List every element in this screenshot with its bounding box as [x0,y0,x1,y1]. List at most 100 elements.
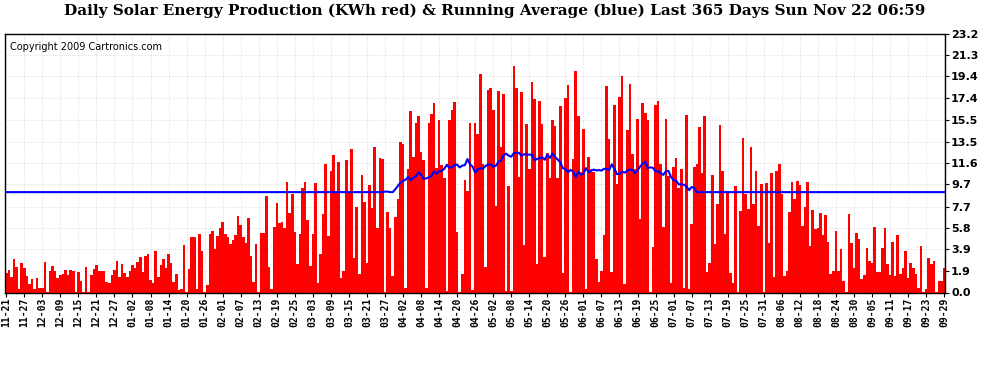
Bar [355,207,358,292]
Bar [41,288,44,292]
Bar [484,267,487,292]
Bar [232,240,235,292]
Bar [430,114,433,292]
Bar [616,184,618,292]
Bar [267,267,270,292]
Bar [13,259,15,292]
Bar [659,164,662,292]
Bar [709,263,711,292]
Bar [656,100,659,292]
Bar [698,127,701,292]
Bar [587,157,590,292]
Bar [49,271,51,292]
Bar [729,273,732,292]
Bar [119,277,121,292]
Bar [886,264,889,292]
Bar [66,276,69,292]
Bar [548,178,551,292]
Bar [98,271,100,292]
Bar [365,263,368,292]
Bar [765,183,767,292]
Bar [928,258,930,292]
Bar [714,244,716,292]
Bar [170,263,172,292]
Bar [175,274,177,292]
Bar [701,174,703,292]
Bar [299,234,301,292]
Bar [249,256,252,292]
Bar [368,185,371,292]
Bar [855,233,858,292]
Bar [760,184,762,292]
Bar [343,271,346,292]
Bar [44,262,47,292]
Bar [254,244,257,292]
Bar [577,116,579,292]
Bar [338,162,340,292]
Bar [420,152,423,292]
Bar [5,273,8,292]
Bar [696,164,698,292]
Bar [523,245,526,292]
Bar [534,99,536,292]
Bar [180,289,183,292]
Bar [270,289,273,292]
Bar [100,272,103,292]
Bar [417,116,420,292]
Bar [539,101,541,292]
Bar [688,289,690,292]
Bar [706,272,709,292]
Bar [902,268,904,292]
Bar [925,290,928,292]
Bar [664,119,667,292]
Bar [667,176,670,292]
Bar [680,168,683,292]
Bar [330,171,333,292]
Bar [211,231,214,292]
Bar [917,288,920,292]
Bar [116,261,119,292]
Bar [783,276,786,292]
Bar [809,246,812,292]
Bar [786,270,788,292]
Bar [209,234,211,292]
Bar [327,236,330,292]
Bar [404,288,407,292]
Bar [196,289,198,292]
Bar [585,289,587,292]
Bar [474,123,476,292]
Bar [423,160,425,292]
Bar [505,291,508,292]
Bar [314,183,317,292]
Bar [275,203,278,292]
Bar [162,259,164,292]
Bar [373,147,376,292]
Bar [145,256,147,292]
Bar [740,211,742,292]
Bar [317,283,320,292]
Bar [164,268,167,292]
Bar [672,167,675,292]
Bar [608,139,611,292]
Bar [518,177,521,292]
Bar [312,234,314,292]
Bar [830,274,832,292]
Bar [352,258,355,292]
Bar [572,159,574,292]
Bar [840,249,842,292]
Bar [461,274,463,292]
Bar [301,188,304,292]
Bar [433,103,436,292]
Bar [479,74,482,292]
Bar [703,116,706,292]
Bar [613,105,616,292]
Bar [53,271,56,292]
Bar [407,170,410,292]
Bar [693,168,696,292]
Bar [425,288,428,292]
Bar [64,270,66,292]
Bar [770,173,773,292]
Bar [15,267,18,292]
Bar [876,272,878,292]
Bar [237,216,240,292]
